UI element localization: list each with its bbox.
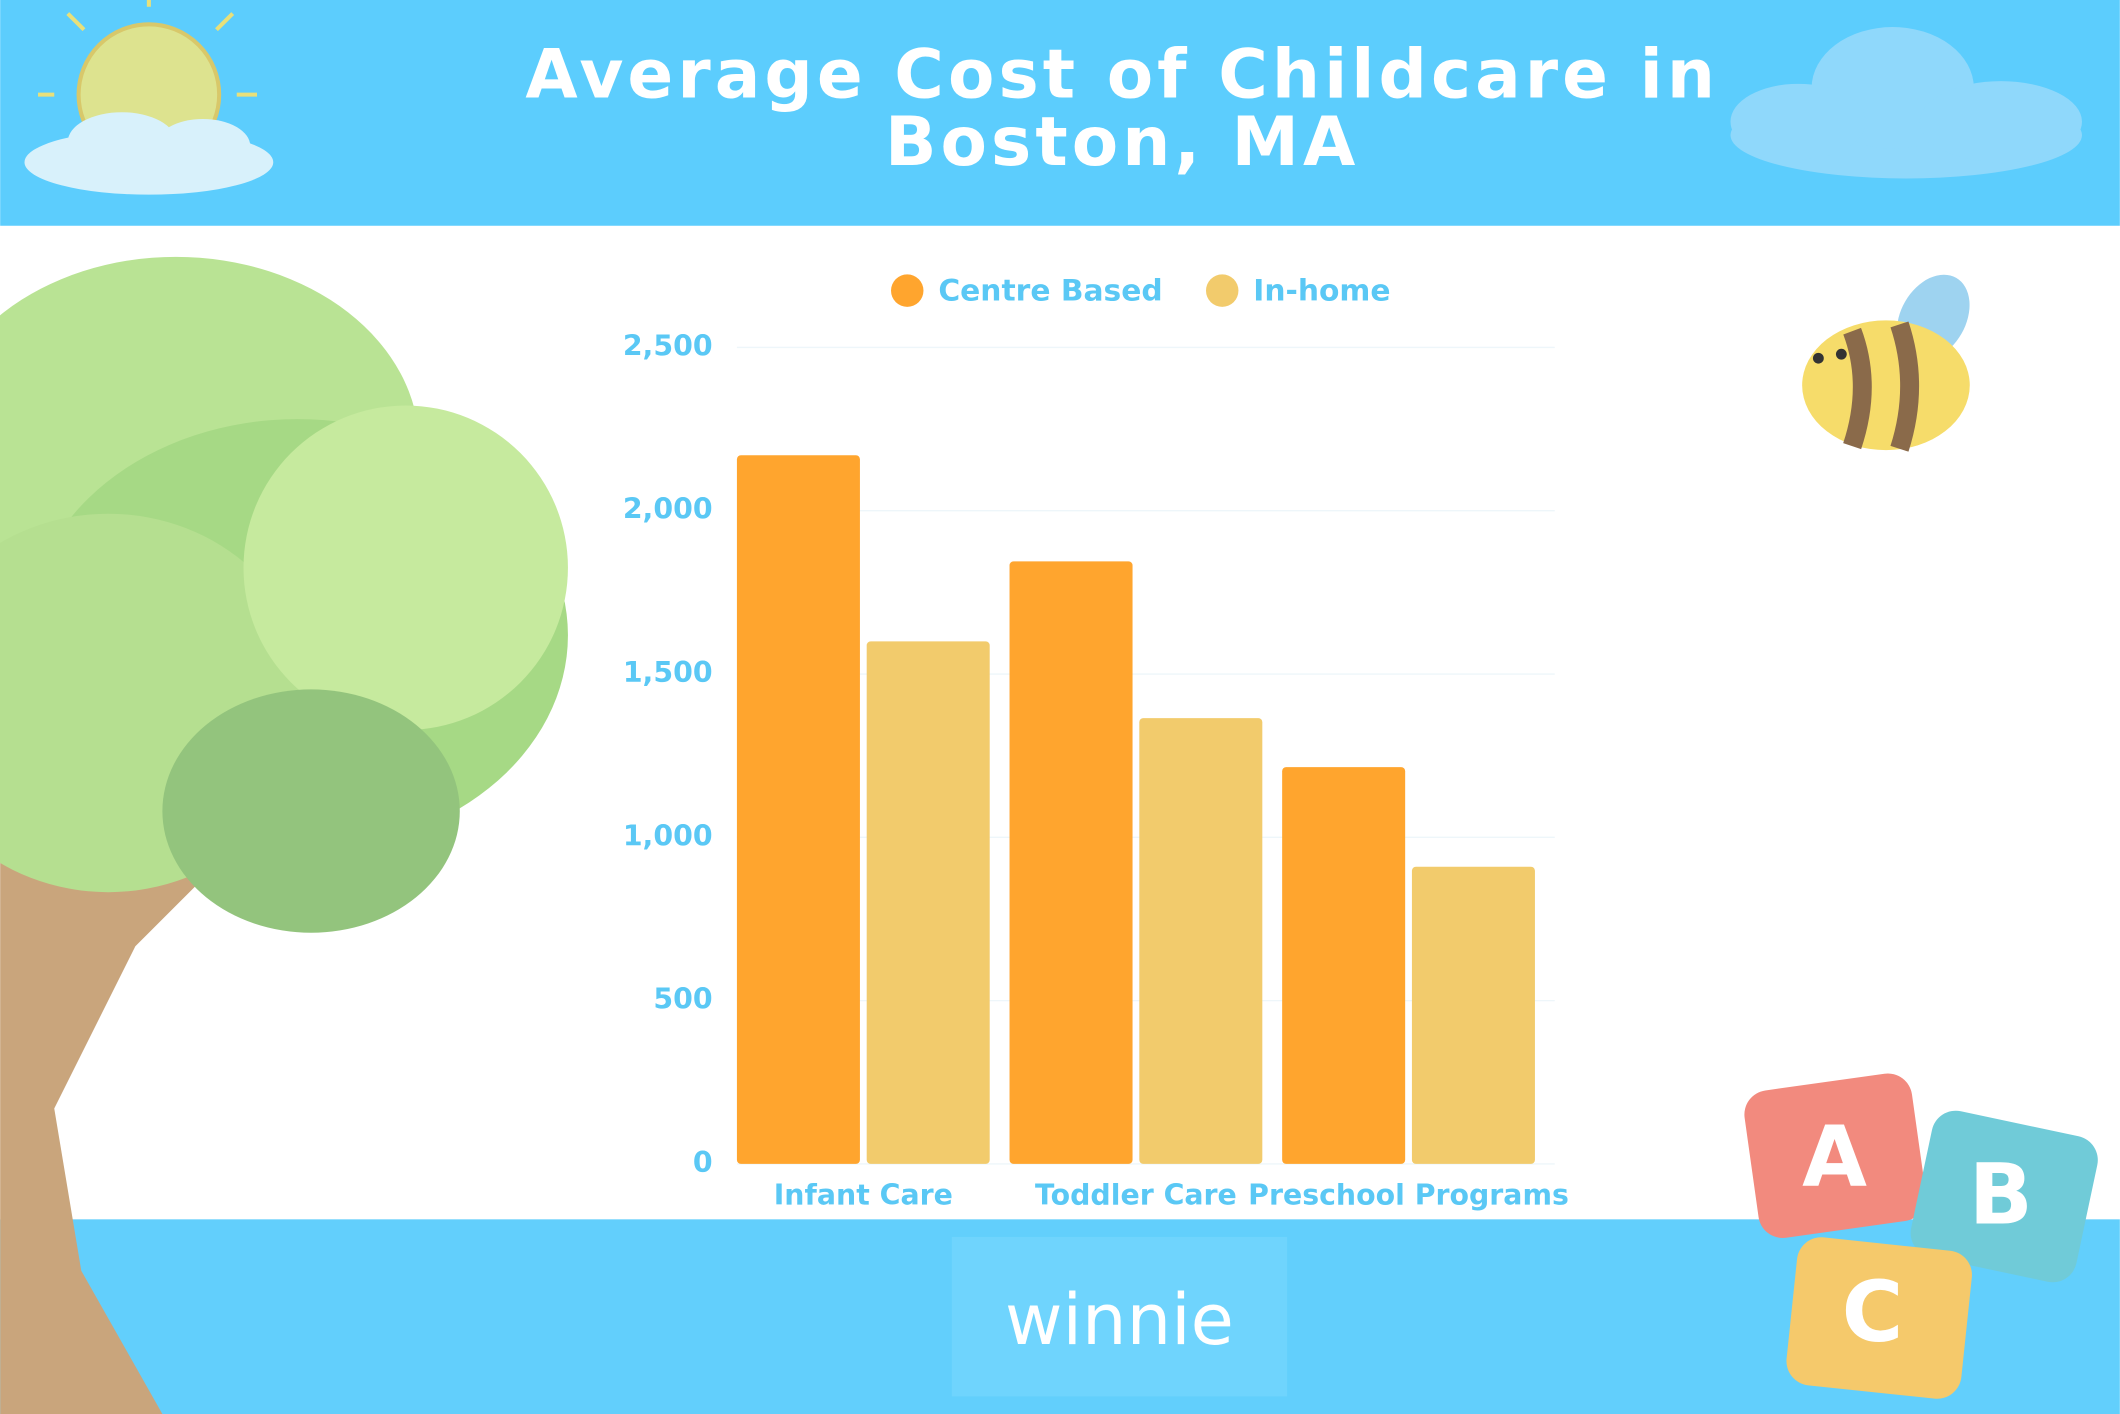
- x-tick-label: Preschool Programs: [1248, 1178, 1569, 1211]
- x-tick-label: Toddler Care: [1035, 1178, 1237, 1211]
- y-tick-label: 1,000: [623, 819, 713, 852]
- bar: [736, 455, 860, 1164]
- bar: [1009, 561, 1133, 1164]
- x-tick-label: Infant Care: [774, 1178, 953, 1211]
- block-letter: A: [1802, 1107, 1867, 1205]
- brand: winnie: [1005, 1279, 1234, 1361]
- legend-swatch: [891, 274, 924, 307]
- block-letter: C: [1842, 1263, 1904, 1361]
- block-letter: B: [1969, 1145, 2033, 1243]
- title-box: Average Cost of Childcare in Boston, MA: [525, 40, 1720, 182]
- legend-swatch: [1205, 274, 1239, 307]
- tree: [0, 256, 568, 1414]
- y-tick-label: 2,500: [623, 329, 713, 362]
- bar: [1139, 718, 1263, 1164]
- brand-box: [951, 1236, 1288, 1397]
- y-tick-label: 500: [653, 983, 712, 1016]
- cloud: [1730, 27, 2082, 179]
- blocks: A B C: [1744, 1073, 2098, 1399]
- bar: [1411, 866, 1535, 1164]
- bar: [866, 641, 990, 1164]
- y-tick-label: 0: [693, 1146, 713, 1179]
- bee: [1802, 274, 1970, 452]
- cloud: [24, 112, 274, 195]
- chart-title: Average Cost of Childcare in Boston, MA: [525, 40, 1720, 182]
- bar: [1282, 767, 1406, 1164]
- y-tick-label: 2,000: [623, 493, 713, 526]
- legend-label: In-home: [1253, 273, 1390, 308]
- y-tick-label: 1,500: [623, 656, 713, 689]
- legend-label: Centre Based: [938, 273, 1162, 308]
